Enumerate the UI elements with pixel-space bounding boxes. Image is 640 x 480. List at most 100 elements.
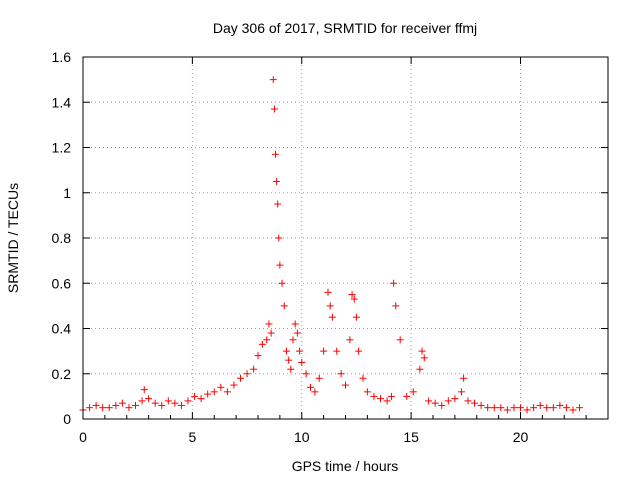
x-tick-label: 0: [79, 429, 87, 445]
data-point: [530, 404, 538, 412]
data-point: [536, 401, 544, 409]
data-point: [280, 302, 288, 310]
data-point: [291, 320, 299, 328]
data-point: [328, 313, 336, 321]
data-point: [451, 395, 459, 403]
data-point: [237, 374, 244, 382]
y-tick-label: 1.4: [52, 94, 72, 110]
data-point: [403, 392, 411, 400]
data-point: [438, 401, 446, 409]
plot-frame: [82, 56, 609, 420]
data-point: [370, 392, 378, 400]
data-point: [464, 397, 472, 405]
data-point: [164, 397, 172, 405]
data-point: [258, 340, 266, 348]
data-point: [431, 399, 439, 407]
data-point: [92, 401, 100, 409]
data-point: [204, 390, 212, 398]
data-point: [171, 399, 179, 407]
grid-lines: [83, 57, 608, 419]
data-point: [425, 397, 433, 405]
y-axis-label: SRMTID / TECUs: [5, 183, 21, 293]
data-point: [392, 302, 400, 310]
data-point: [315, 374, 323, 382]
data-point: [556, 401, 564, 409]
data-point: [324, 288, 332, 296]
data-point: [267, 329, 275, 337]
y-tick-label: 0: [63, 411, 71, 427]
data-point: [217, 383, 225, 391]
data-point: [285, 356, 293, 364]
data-point: [342, 381, 349, 389]
y-tick-label: 0.8: [52, 230, 72, 246]
y-tick-label: 0.6: [52, 275, 72, 291]
data-points: [79, 76, 584, 414]
data-point: [510, 404, 518, 412]
chart-title: Day 306 of 2017, SRMTID for receiver ffm…: [213, 20, 477, 36]
data-point: [359, 374, 367, 382]
data-point: [576, 404, 584, 412]
data-point: [350, 295, 358, 303]
data-point: [420, 354, 428, 362]
data-point: [337, 370, 345, 378]
data-point: [293, 329, 301, 337]
data-point: [296, 347, 304, 355]
data-point: [352, 313, 360, 321]
data-point: [105, 404, 113, 412]
data-point: [270, 105, 278, 113]
data-point: [562, 404, 570, 412]
data-point: [569, 406, 577, 414]
data-point: [418, 347, 426, 355]
x-tick-label: 10: [294, 429, 310, 445]
data-point: [383, 397, 391, 405]
data-point: [86, 404, 94, 412]
data-point: [276, 261, 284, 269]
y-tick-label: 1: [63, 185, 71, 201]
data-point: [282, 347, 290, 355]
data-point: [497, 404, 505, 412]
data-point: [298, 358, 306, 366]
data-point: [274, 200, 282, 208]
data-point: [269, 76, 277, 84]
data-point: [99, 404, 107, 412]
data-point: [484, 404, 492, 412]
data-point: [333, 347, 341, 355]
data-point: [311, 388, 319, 396]
data-point: [125, 404, 133, 412]
data-point: [409, 388, 417, 396]
data-point: [490, 404, 498, 412]
data-point: [138, 397, 146, 405]
data-point: [250, 365, 258, 373]
y-tick-label: 1.2: [52, 140, 72, 156]
data-point: [112, 401, 120, 409]
data-point: [396, 336, 404, 344]
data-point: [460, 374, 468, 382]
data-point: [158, 401, 166, 409]
data-point: [326, 302, 334, 310]
data-point: [273, 177, 281, 185]
data-point: [457, 388, 465, 396]
data-point: [278, 279, 286, 287]
data-point: [132, 401, 139, 409]
y-tick-label: 1.6: [52, 49, 72, 65]
data-point: [272, 150, 279, 158]
data-point: [263, 336, 271, 344]
data-point: [471, 399, 479, 407]
data-point: [265, 320, 273, 328]
data-point: [348, 291, 356, 299]
data-point: [416, 365, 424, 373]
data-point: [320, 347, 328, 355]
data-point: [191, 392, 199, 400]
data-point: [517, 404, 524, 412]
data-point: [390, 279, 398, 287]
data-point: [118, 399, 126, 407]
x-tick-label: 5: [188, 429, 196, 445]
x-tick-label: 15: [403, 429, 419, 445]
data-point: [145, 395, 153, 403]
y-tick-label: 0.2: [52, 366, 72, 382]
data-point: [184, 397, 192, 405]
data-point: [307, 383, 314, 391]
axis-ticks: 0 0.2 0.4 0.6 0.8 1 1.2 1.4 1.6 0 5 10 15 20: [52, 49, 608, 445]
data-point: [387, 392, 395, 400]
